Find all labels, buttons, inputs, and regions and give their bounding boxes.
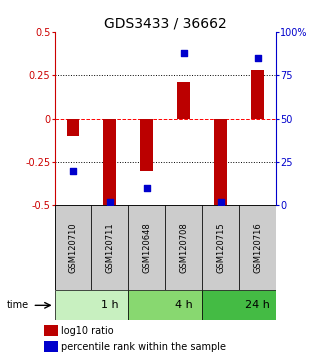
Text: GSM120710: GSM120710 [68,222,78,273]
Text: GSM120715: GSM120715 [216,222,225,273]
Point [107,199,113,205]
Text: log10 ratio: log10 ratio [61,326,114,336]
Bar [128,290,202,320]
Text: GSM120711: GSM120711 [105,222,115,273]
Title: GDS3433 / 36662: GDS3433 / 36662 [104,17,227,31]
Point [255,55,260,61]
Point [181,50,187,56]
Bar [128,205,165,290]
Bar [251,70,264,119]
Bar [202,205,239,290]
Bar [140,119,153,171]
Text: GSM120716: GSM120716 [253,222,262,273]
Bar [66,119,80,136]
Point [218,199,223,205]
Bar [165,205,202,290]
Bar [239,205,276,290]
Bar [202,290,276,320]
Bar [55,290,128,320]
Bar [214,119,227,205]
Point [144,185,150,191]
Bar [91,205,128,290]
Bar [177,82,190,119]
Point [71,168,76,173]
Bar [44,325,57,336]
Text: time: time [6,300,29,310]
Bar [44,341,57,353]
Text: GSM120648: GSM120648 [142,222,152,273]
Bar [103,119,117,205]
Text: 1 h: 1 h [101,300,119,310]
Text: 4 h: 4 h [175,300,193,310]
Text: GSM120708: GSM120708 [179,222,188,273]
Bar [55,205,91,290]
Text: percentile rank within the sample: percentile rank within the sample [61,342,226,352]
Text: 24 h: 24 h [245,300,270,310]
